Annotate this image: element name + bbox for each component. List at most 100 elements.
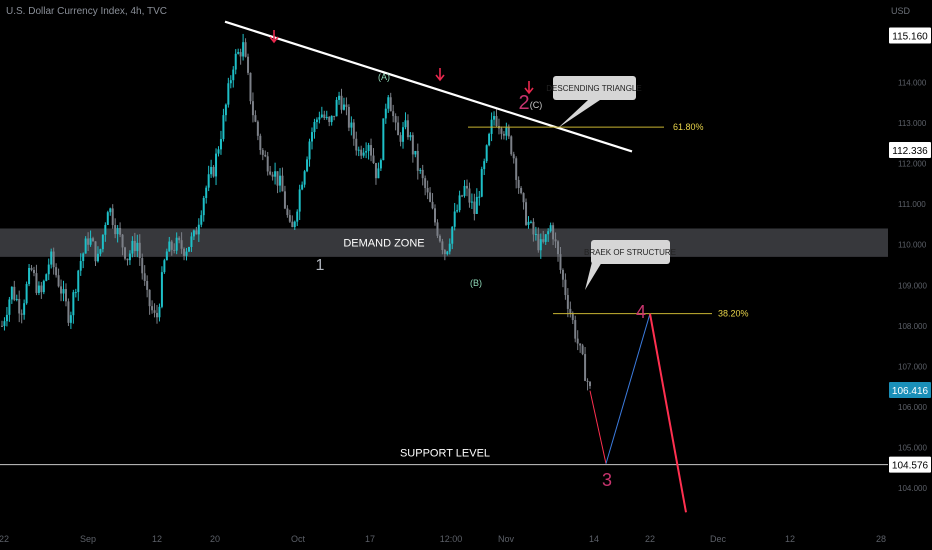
candle-body xyxy=(488,133,491,146)
candle-body xyxy=(224,104,227,116)
candle-body xyxy=(89,238,92,245)
candle-body xyxy=(470,201,473,203)
candle-body xyxy=(340,95,343,110)
candle-body xyxy=(131,240,134,254)
candle-body xyxy=(318,117,321,120)
candle-body xyxy=(574,320,577,339)
candle-body xyxy=(554,239,557,242)
candle-body xyxy=(175,237,178,251)
candle-body xyxy=(148,289,151,307)
candle-body xyxy=(163,260,166,273)
candle-body xyxy=(237,52,240,54)
candle-body xyxy=(168,241,171,252)
candle-body xyxy=(94,241,97,262)
candle-body xyxy=(303,171,306,185)
candle-body xyxy=(502,133,505,136)
price-axis[interactable]: 104.000 105.000 106.000 107.000 108.000 109.0… xyxy=(898,79,927,494)
fib-label-382: 38.20% xyxy=(718,309,749,319)
candle-body xyxy=(283,191,286,209)
x-tick-label: 22 xyxy=(0,534,9,544)
time-axis[interactable]: 22 Sep 12 20 Oct 17 12:00 Nov 14 22 Dec 12 28 xyxy=(0,534,886,544)
candle-body xyxy=(313,121,316,133)
candle-body xyxy=(183,248,186,256)
candle-body xyxy=(475,196,478,214)
candle-body xyxy=(247,56,250,73)
candle-body xyxy=(128,253,131,261)
candle-body xyxy=(136,242,139,252)
candle-body xyxy=(539,239,542,251)
candle-body xyxy=(266,156,269,172)
candle-body xyxy=(537,233,540,251)
y-tick-label: 111.000 xyxy=(898,200,926,209)
candle-body xyxy=(517,179,520,189)
candle-body xyxy=(532,221,535,235)
candle-body xyxy=(146,281,149,290)
candle-body xyxy=(576,338,579,344)
candle-body xyxy=(404,120,407,128)
candle-body xyxy=(35,273,38,293)
candle-body xyxy=(382,118,385,161)
candle-body xyxy=(323,114,326,119)
corrective-label: (C) xyxy=(530,100,543,110)
candle-body xyxy=(411,135,414,155)
candle-body xyxy=(158,306,161,318)
candle-body xyxy=(520,188,523,194)
y-tick-label: 105.000 xyxy=(898,443,927,452)
candle-body xyxy=(242,42,245,57)
candle-body xyxy=(20,313,23,315)
candle-body xyxy=(426,188,429,193)
candle-body xyxy=(52,251,55,268)
candle-body xyxy=(25,284,28,304)
candle-body xyxy=(414,150,417,155)
callout-pointer xyxy=(558,100,600,128)
candle-body xyxy=(347,106,350,128)
support-level-label: SUPPORT LEVEL xyxy=(400,448,490,460)
candle-body xyxy=(443,249,446,255)
candle-body xyxy=(379,160,382,169)
candle-body xyxy=(301,184,304,190)
candle-body xyxy=(217,149,220,154)
candle-body xyxy=(23,303,26,315)
y-tick-label: 108.000 xyxy=(898,322,927,331)
x-tick-label: 20 xyxy=(210,534,220,544)
wave-label-1: 1 xyxy=(316,257,325,274)
candle-body xyxy=(173,249,176,251)
candle-body xyxy=(170,241,173,250)
candle-body xyxy=(372,155,375,164)
candle-body xyxy=(143,273,146,282)
y-tick-label: 106.000 xyxy=(898,403,927,412)
price-tag xyxy=(889,27,931,44)
candle-body xyxy=(77,270,80,293)
candle-body xyxy=(151,306,154,311)
candle-body xyxy=(586,380,589,382)
corrective-label: (A) xyxy=(378,72,390,82)
candle-body xyxy=(42,280,45,293)
candle-body xyxy=(365,151,368,153)
candle-body xyxy=(370,145,373,156)
candle-body xyxy=(87,238,90,245)
chart-title: U.S. Dollar Currency Index, 4h, TVC xyxy=(6,6,167,17)
candle-body xyxy=(362,152,365,156)
candle-body xyxy=(133,240,136,252)
callout-pointer xyxy=(585,262,602,290)
y-tick-label: 112.000 xyxy=(898,160,927,169)
candle-body xyxy=(525,202,528,225)
candle-body xyxy=(527,221,530,225)
x-tick-label: 12:00 xyxy=(440,534,463,544)
candle-body xyxy=(330,115,333,123)
candle-body xyxy=(215,153,218,177)
candle-body xyxy=(79,261,82,271)
candle-body xyxy=(30,267,33,270)
candle-body xyxy=(96,253,99,262)
candle-body xyxy=(69,315,72,323)
candle-body xyxy=(37,285,40,293)
candle-body xyxy=(478,196,481,198)
candle-body xyxy=(82,253,85,262)
candle-body xyxy=(124,247,127,259)
candle-body xyxy=(389,97,392,112)
candle-body xyxy=(507,127,510,137)
candle-body xyxy=(441,241,444,250)
candle-body xyxy=(345,104,348,107)
